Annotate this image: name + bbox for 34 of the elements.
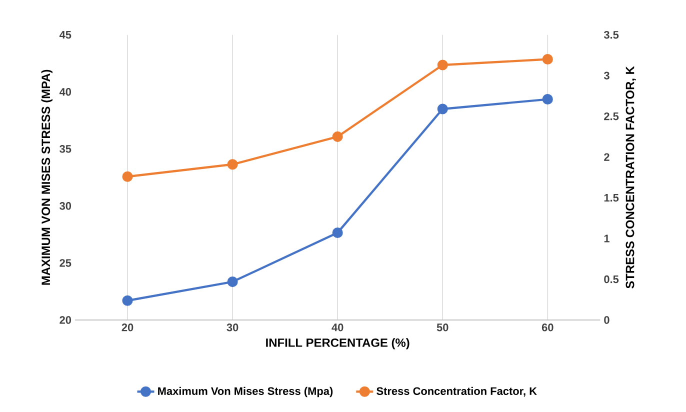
y-tick-label: 25 bbox=[60, 259, 72, 267]
point bbox=[542, 54, 553, 65]
y-tick-label: 45 bbox=[59, 31, 72, 39]
point bbox=[122, 171, 133, 182]
x-tick-label: 50 bbox=[436, 324, 448, 332]
point bbox=[542, 94, 553, 105]
point bbox=[332, 227, 343, 238]
x-axis-title: INFILL PERCENTAGE (%) bbox=[266, 338, 410, 350]
x-tick-label: 40 bbox=[332, 324, 344, 332]
x-tick-label: 60 bbox=[542, 324, 554, 332]
point bbox=[332, 131, 343, 142]
y-axis-title: MAXIMUM VON MISES STRESS (MPA) bbox=[41, 70, 52, 285]
point bbox=[227, 276, 238, 288]
y2-tick-label: 1.5 bbox=[604, 194, 619, 202]
x-tick-label: 20 bbox=[122, 324, 134, 332]
y-tick-label: 35 bbox=[60, 145, 72, 153]
y2-tick-label: 0 bbox=[604, 316, 610, 324]
y2-tick-label: 0.5 bbox=[604, 275, 619, 284]
y-tick-label: 30 bbox=[60, 202, 72, 210]
legend-label: Stress Concentration Factor, K bbox=[376, 386, 537, 397]
y-tick-label: 40 bbox=[59, 88, 72, 96]
y2-tick-label: 3.5 bbox=[604, 30, 619, 39]
x-tick-label: 30 bbox=[226, 324, 238, 332]
point bbox=[227, 159, 238, 170]
y2-tick-label: 2 bbox=[604, 153, 610, 161]
legend-label: Maximum Von Mises Stress (Mpa) bbox=[158, 386, 333, 398]
y2-axis-title: STRESS CONCENTRATION FACTOR, K bbox=[626, 66, 636, 288]
y2-tick-label: 1 bbox=[604, 234, 610, 242]
y2-tick-label: 3 bbox=[604, 72, 610, 80]
point bbox=[437, 104, 448, 114]
point bbox=[437, 60, 448, 70]
y-tick-label: 20 bbox=[60, 316, 72, 324]
point bbox=[122, 295, 133, 306]
y2-tick-label: 2.5 bbox=[604, 112, 619, 120]
